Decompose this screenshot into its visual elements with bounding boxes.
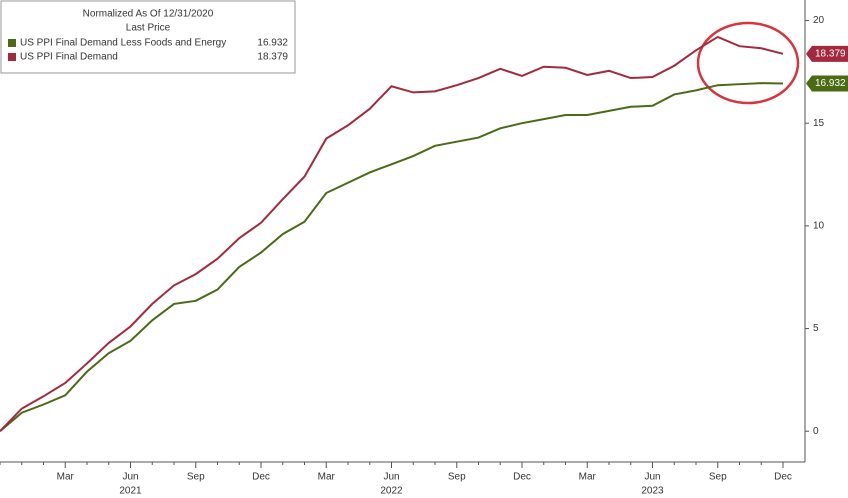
x-tick-label: Mar bbox=[579, 472, 597, 483]
legend-title: Normalized As Of 12/31/2020 bbox=[83, 9, 214, 20]
legend-value: 16.932 bbox=[257, 38, 288, 49]
legend-label: US PPI Final Demand Less Foods and Energ… bbox=[20, 38, 226, 49]
legend-value: 18.379 bbox=[257, 52, 288, 63]
legend-subtitle: Last Price bbox=[126, 23, 171, 34]
x-tick-label: Jun bbox=[122, 472, 138, 483]
x-tick-label: Sep bbox=[187, 472, 205, 483]
last-value-label: 18.379 bbox=[815, 48, 846, 59]
x-tick-label: Dec bbox=[774, 472, 792, 483]
y-tick-label: 0 bbox=[813, 426, 819, 437]
y-tick-label: 20 bbox=[813, 15, 825, 26]
series-line bbox=[0, 35, 784, 432]
y-tick-label: 10 bbox=[813, 221, 825, 232]
legend-swatch bbox=[8, 53, 16, 61]
highlight-circle bbox=[696, 21, 800, 105]
x-tick-label: Mar bbox=[57, 472, 75, 483]
y-tick-label: 15 bbox=[813, 118, 825, 129]
x-tick-label: Dec bbox=[513, 472, 531, 483]
legend-box bbox=[0, 0, 296, 74]
x-tick-label: Dec bbox=[252, 472, 270, 483]
last-value-tag: 16.932 bbox=[806, 75, 848, 92]
legend: Normalized As Of 12/31/2020 Last Price U… bbox=[0, 0, 296, 74]
x-tick-label: Sep bbox=[709, 472, 727, 483]
x-year-label: 2023 bbox=[641, 486, 664, 497]
x-tick-label: Sep bbox=[448, 472, 466, 483]
x-year-label: 2021 bbox=[119, 486, 142, 497]
x-tick-label: Jun bbox=[644, 472, 660, 483]
x-year-label: 2022 bbox=[380, 486, 403, 497]
last-value-tag: 18.379 bbox=[806, 45, 848, 62]
x-tick-label: Mar bbox=[318, 472, 336, 483]
series-line bbox=[0, 82, 784, 432]
y-tick-label: 5 bbox=[813, 323, 819, 334]
x-tick-label: Jun bbox=[383, 472, 399, 483]
tag-shape bbox=[806, 45, 848, 62]
legend-label: US PPI Final Demand bbox=[20, 52, 118, 63]
legend-swatch bbox=[8, 39, 16, 47]
last-value-label: 16.932 bbox=[815, 78, 846, 89]
tag-shape bbox=[806, 75, 848, 92]
